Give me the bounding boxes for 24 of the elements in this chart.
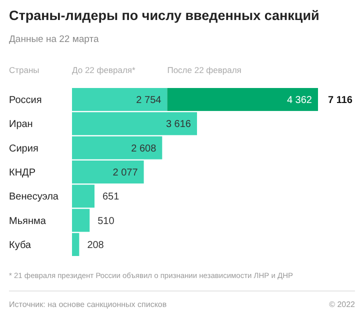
y-tick-label: Иран <box>9 119 33 130</box>
data-label: 3 616 <box>166 119 192 130</box>
data-label: 2 754 <box>136 94 162 106</box>
bar <box>167 88 318 111</box>
series-label: До 22 февраля* <box>72 65 136 75</box>
y-tick-label: Россия <box>9 94 42 106</box>
data-label: 651 <box>102 192 120 203</box>
data-label: 4 362 <box>286 94 312 106</box>
chart-subtitle: Данные на 22 марта <box>9 34 100 45</box>
series-label: После 22 февраля <box>167 65 242 75</box>
data-label: 2 608 <box>131 143 157 154</box>
y-tick-label: КНДР <box>9 168 36 178</box>
y-axis-title: Страны <box>9 65 40 75</box>
y-tick-label: Мьянма <box>9 216 46 227</box>
y-tick-label: Сирия <box>9 143 38 154</box>
y-tick-label: Куба <box>9 240 32 252</box>
text: © 2022 <box>329 300 356 309</box>
data-label: 2 077 <box>112 168 138 178</box>
data-label: 510 <box>98 216 115 227</box>
total-label: 7 116 <box>328 94 353 106</box>
chart-title: Страны-лидеры по числу введенных санкций <box>9 8 320 23</box>
text: Источник: на основе санкционных списков <box>9 300 167 309</box>
data-label: 208 <box>87 240 104 252</box>
y-tick-label: Венесуэла <box>9 192 59 203</box>
